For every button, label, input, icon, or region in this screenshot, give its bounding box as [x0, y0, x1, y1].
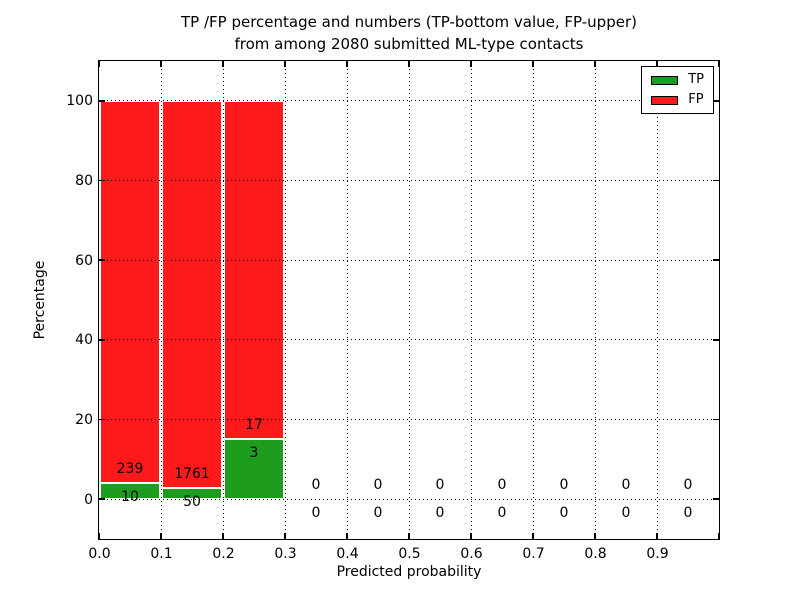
- v-gridline: [346, 61, 348, 539]
- chart-title: TP /FP percentage and numbers (TP-bottom…: [98, 11, 720, 55]
- x-tick-label: 0.1: [150, 546, 173, 562]
- v-gridline: [284, 61, 286, 539]
- v-gridline: [160, 61, 162, 539]
- y-axis-label: Percentage: [32, 260, 48, 340]
- plot-area: TP FP 239 10 1761 50 17 3 0 0 0 0 0 0 0 0 0 0 0 0 0 0: [98, 60, 720, 540]
- y-tick-label: 20: [75, 412, 93, 428]
- y-tick-mark-right: [713, 498, 719, 500]
- x-tick-label: 0.5: [398, 546, 421, 562]
- fp-count-label: 0: [683, 477, 693, 494]
- tp-count-label: 0: [373, 505, 383, 522]
- fp-count-label: 17: [245, 417, 263, 434]
- x-tick-mark-top: [470, 61, 472, 67]
- x-tick-label: 0.3: [274, 546, 297, 562]
- y-tick-label: 60: [75, 252, 93, 269]
- fp-count-label: 0: [621, 477, 631, 494]
- tp-count-label: 0: [621, 505, 631, 522]
- y-tick-mark: [99, 418, 105, 421]
- fp-count-label: 239: [116, 461, 144, 478]
- fp-count-label: 0: [559, 477, 569, 494]
- y-tick-label: 100: [66, 93, 93, 110]
- bar-tp-segment: [224, 439, 284, 500]
- tp-count-label: 0: [311, 505, 321, 522]
- x-tick-mark-top: [284, 61, 286, 67]
- x-tick-mark-top: [222, 61, 224, 67]
- y-tick-mark: [99, 339, 105, 341]
- x-tick-label: 0.8: [584, 546, 607, 562]
- x-tick-mark: [98, 533, 100, 539]
- bar-fp-segment: [162, 100, 222, 489]
- x-tick-mark: [532, 533, 534, 539]
- bar-fp-segment: [100, 100, 160, 484]
- v-gridline: [532, 61, 534, 539]
- tp-legend-swatch: [651, 75, 679, 85]
- y-tick-mark: [99, 259, 105, 261]
- tp-count-label: 0: [435, 505, 445, 522]
- v-gridline: [408, 61, 410, 539]
- y-tick-label: 0: [84, 491, 93, 508]
- y-tick-mark-right: [713, 339, 719, 341]
- x-tick-label: 0.9: [646, 546, 669, 562]
- x-axis-label: Predicted probability: [336, 564, 482, 580]
- tp-count-label: 10: [121, 489, 139, 506]
- tp-count-label: 0: [559, 505, 569, 522]
- x-tick-mark: [656, 533, 658, 539]
- y-tick-label: 80: [75, 173, 93, 189]
- bar-tp-segment: [162, 488, 222, 500]
- fp-legend-label: FP: [688, 92, 704, 107]
- v-gridline: [470, 61, 472, 539]
- chart-title-line-2: from among 2080 submitted ML-type contac…: [234, 35, 584, 53]
- x-tick-mark-top: [408, 61, 410, 67]
- tp-count-label: 50: [183, 494, 201, 511]
- x-tick-label: 0.6: [460, 546, 483, 562]
- v-gridline: [222, 61, 224, 539]
- x-tick-mark: [470, 533, 472, 539]
- y-tick-mark-right: [713, 100, 719, 102]
- x-tick-mark: [718, 533, 720, 539]
- x-tick-label: 0.0: [88, 546, 111, 562]
- x-tick-mark: [346, 533, 348, 539]
- y-tick-mark-right: [713, 418, 719, 421]
- x-tick-mark-top: [98, 61, 100, 67]
- y-tick-mark-right: [713, 259, 719, 261]
- fp-legend-swatch: [651, 95, 679, 105]
- x-tick-label: 0.2: [212, 546, 235, 562]
- fp-count-label: 0: [435, 477, 445, 494]
- x-tick-mark-top: [656, 61, 658, 67]
- x-tick-mark: [222, 533, 224, 539]
- y-tick-label: 40: [75, 332, 93, 349]
- tp-count-label: 3: [249, 445, 259, 462]
- y-tick-mark-right: [713, 179, 719, 182]
- legend-entry-tp: TP: [651, 73, 704, 87]
- x-tick-mark: [160, 533, 162, 539]
- fp-count-label: 0: [373, 477, 383, 494]
- fp-count-label: 0: [311, 477, 321, 494]
- v-gridline: [656, 61, 658, 539]
- tp-count-label: 0: [683, 505, 693, 522]
- x-tick-mark: [594, 533, 596, 539]
- x-tick-label: 0.4: [336, 546, 359, 562]
- v-gridline: [594, 61, 596, 539]
- x-tick-mark-top: [718, 61, 720, 67]
- x-tick-mark-top: [160, 61, 162, 67]
- x-tick-mark-top: [594, 61, 596, 67]
- tp-count-label: 0: [497, 505, 507, 522]
- x-tick-mark: [408, 533, 410, 539]
- y-tick-mark: [99, 179, 105, 182]
- x-tick-mark-top: [532, 61, 534, 67]
- x-tick-mark: [284, 533, 286, 539]
- fp-count-label: 1761: [174, 466, 210, 483]
- y-tick-mark: [99, 498, 105, 500]
- x-tick-label: 0.7: [522, 546, 545, 562]
- fp-count-label: 0: [497, 477, 507, 494]
- bar-fp-segment: [224, 100, 284, 440]
- bar-tp-segment: [100, 483, 160, 500]
- y-tick-mark: [99, 100, 105, 102]
- legend-entry-fp: FP: [651, 93, 704, 107]
- legend: TP FP: [641, 66, 714, 114]
- x-tick-mark-top: [346, 61, 348, 67]
- chart-title-line-1: TP /FP percentage and numbers (TP-bottom…: [181, 13, 637, 31]
- tp-legend-label: TP: [688, 72, 704, 87]
